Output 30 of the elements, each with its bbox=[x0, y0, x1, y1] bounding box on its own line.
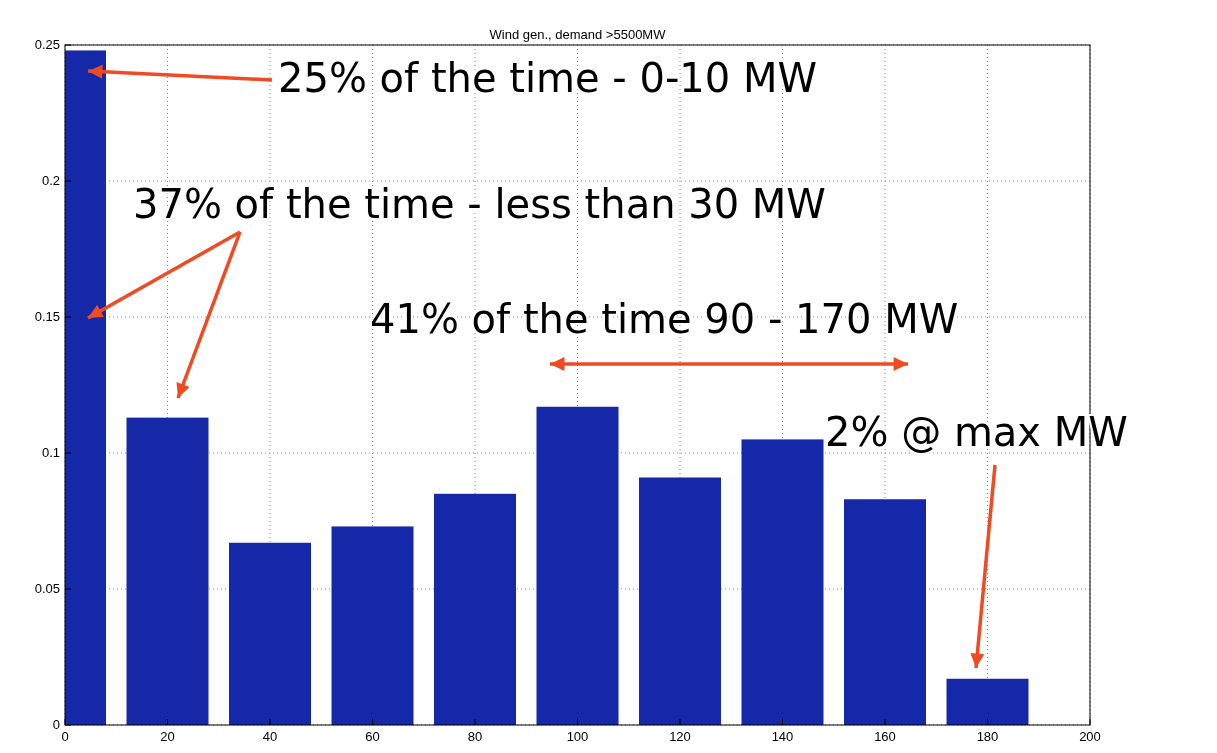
bar bbox=[536, 406, 619, 725]
x-tick-label: 20 bbox=[160, 729, 175, 744]
y-tick-label: 0 bbox=[52, 717, 60, 732]
y-tick-label: 0.15 bbox=[34, 309, 60, 324]
y-tick-label: 0.1 bbox=[41, 445, 60, 460]
y-tick-label: 0.25 bbox=[34, 37, 60, 52]
chart-title: Wind gen., demand >5500MW bbox=[489, 27, 667, 42]
bar bbox=[844, 499, 926, 725]
annotation: 37% of the time - less than 30 MW bbox=[133, 181, 826, 227]
bar bbox=[126, 417, 209, 725]
bar bbox=[434, 493, 516, 725]
x-tick-label: 200 bbox=[1079, 729, 1101, 744]
annotation: 25% of the time - 0-10 MW bbox=[278, 55, 818, 101]
x-tick-label: 80 bbox=[467, 729, 483, 744]
annotation: 2% @ max MW bbox=[825, 409, 1128, 455]
x-tick-label: 160 bbox=[874, 729, 896, 744]
x-tick-label: 60 bbox=[365, 729, 380, 744]
annotation: 41% of the time 90 - 170 MW bbox=[370, 296, 959, 342]
x-tick-label: 140 bbox=[771, 729, 794, 744]
y-tick-label: 0.05 bbox=[34, 581, 60, 596]
bar bbox=[331, 526, 414, 725]
bar bbox=[229, 542, 311, 725]
bar bbox=[946, 678, 1029, 725]
y-tick-label: 0.2 bbox=[41, 173, 60, 188]
x-tick-label: 40 bbox=[262, 729, 278, 744]
x-tick-label: 100 bbox=[566, 729, 589, 744]
bar bbox=[639, 477, 721, 725]
x-tick-label: 120 bbox=[669, 729, 691, 744]
x-tick-label: 180 bbox=[976, 729, 999, 744]
bar bbox=[741, 439, 824, 725]
